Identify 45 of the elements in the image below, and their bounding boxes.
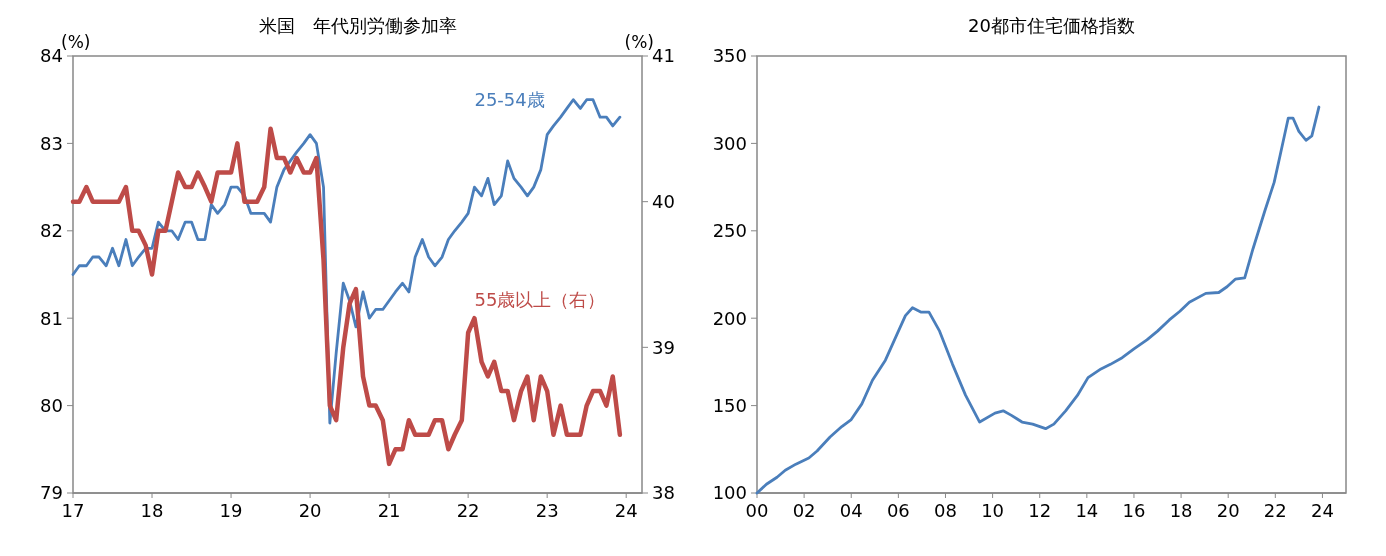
- line-series: [755, 105, 1321, 495]
- y-tick-label: 200: [712, 307, 747, 329]
- x-tick-label: 20: [298, 500, 322, 521]
- x-tick-label: 24: [614, 500, 638, 521]
- y2-tick-label: 40: [652, 190, 675, 212]
- x-tick-label: 04: [839, 500, 863, 521]
- y2-tick-label: 41: [652, 45, 675, 67]
- x-tick-label: 23: [535, 500, 559, 521]
- chart-title: 米国 年代別労働参加率: [258, 15, 457, 36]
- x-tick-label: 21: [377, 500, 401, 521]
- y2-axis-title: (%): [624, 32, 654, 52]
- x-tick-label: 22: [1263, 500, 1287, 521]
- x-tick-label: 24: [1310, 500, 1334, 521]
- x-tick-label: 16: [1122, 500, 1146, 521]
- y-tick-label: 300: [712, 132, 747, 154]
- y-axis-title: (%): [61, 32, 91, 52]
- x-tick-label: 08: [934, 500, 957, 521]
- y-tick-label: 79: [40, 482, 63, 504]
- x-tick-label: 10: [981, 500, 1005, 521]
- x-tick-label: 22: [456, 500, 480, 521]
- y-tick-label: 82: [40, 220, 63, 242]
- line-series: [70, 126, 623, 467]
- x-tick-label: 19: [219, 500, 243, 521]
- y-tick-label: 83: [40, 132, 63, 154]
- chart-title: 20都市住宅価格指数: [968, 15, 1135, 36]
- y-tick-label: 100: [712, 482, 747, 504]
- y-tick-label: 250: [712, 220, 747, 242]
- y-tick-label: 80: [40, 394, 63, 416]
- y2-tick-label: 38: [652, 482, 675, 504]
- x-tick-label: 18: [1169, 500, 1193, 521]
- series-label: 25-54歳: [474, 88, 545, 110]
- x-tick-label: 00: [745, 500, 769, 521]
- x-tick-label: 20: [1216, 500, 1240, 521]
- x-tick-label: 02: [792, 500, 816, 521]
- y-tick-label: 81: [40, 307, 63, 329]
- y-tick-label: 350: [712, 45, 747, 67]
- x-tick-label: 14: [1075, 500, 1099, 521]
- series-label: 55歳以上（右）: [474, 289, 606, 311]
- x-tick-label: 17: [61, 500, 85, 521]
- y2-tick-label: 39: [652, 336, 675, 358]
- y-tick-label: 84: [40, 45, 63, 67]
- x-tick-label: 12: [1028, 500, 1052, 521]
- x-tick-label: 06: [886, 500, 910, 521]
- x-tick-label: 18: [140, 500, 164, 521]
- y-tick-label: 150: [712, 394, 747, 416]
